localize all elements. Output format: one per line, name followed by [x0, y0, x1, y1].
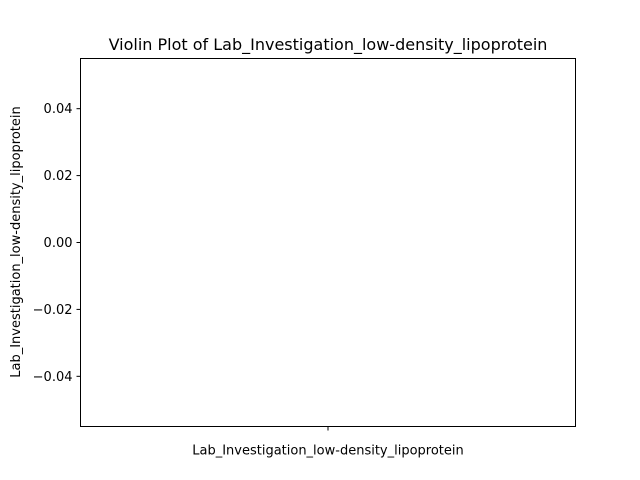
chart-title: Violin Plot of Lab_Investigation_low-den… — [109, 35, 548, 55]
y-axis-label: Lab_Investigation_low-density_lipoprotei… — [9, 106, 24, 378]
y-tick-label: −0.02 — [33, 303, 73, 318]
plot-area-frame — [80, 58, 576, 427]
y-tick-label: −0.04 — [33, 370, 73, 385]
x-axis: Lab_Investigation_low-density_lipoprotei… — [192, 426, 464, 459]
y-tick-label: 0.04 — [44, 102, 73, 117]
y-tick-label: 0.02 — [44, 169, 73, 184]
x-tick-label: Lab_Investigation_low-density_lipoprotei… — [192, 444, 464, 459]
y-tick-label: 0.00 — [44, 236, 73, 251]
y-axis: 0.04 0.02 0.00 −0.02 −0.04 — [33, 102, 81, 385]
